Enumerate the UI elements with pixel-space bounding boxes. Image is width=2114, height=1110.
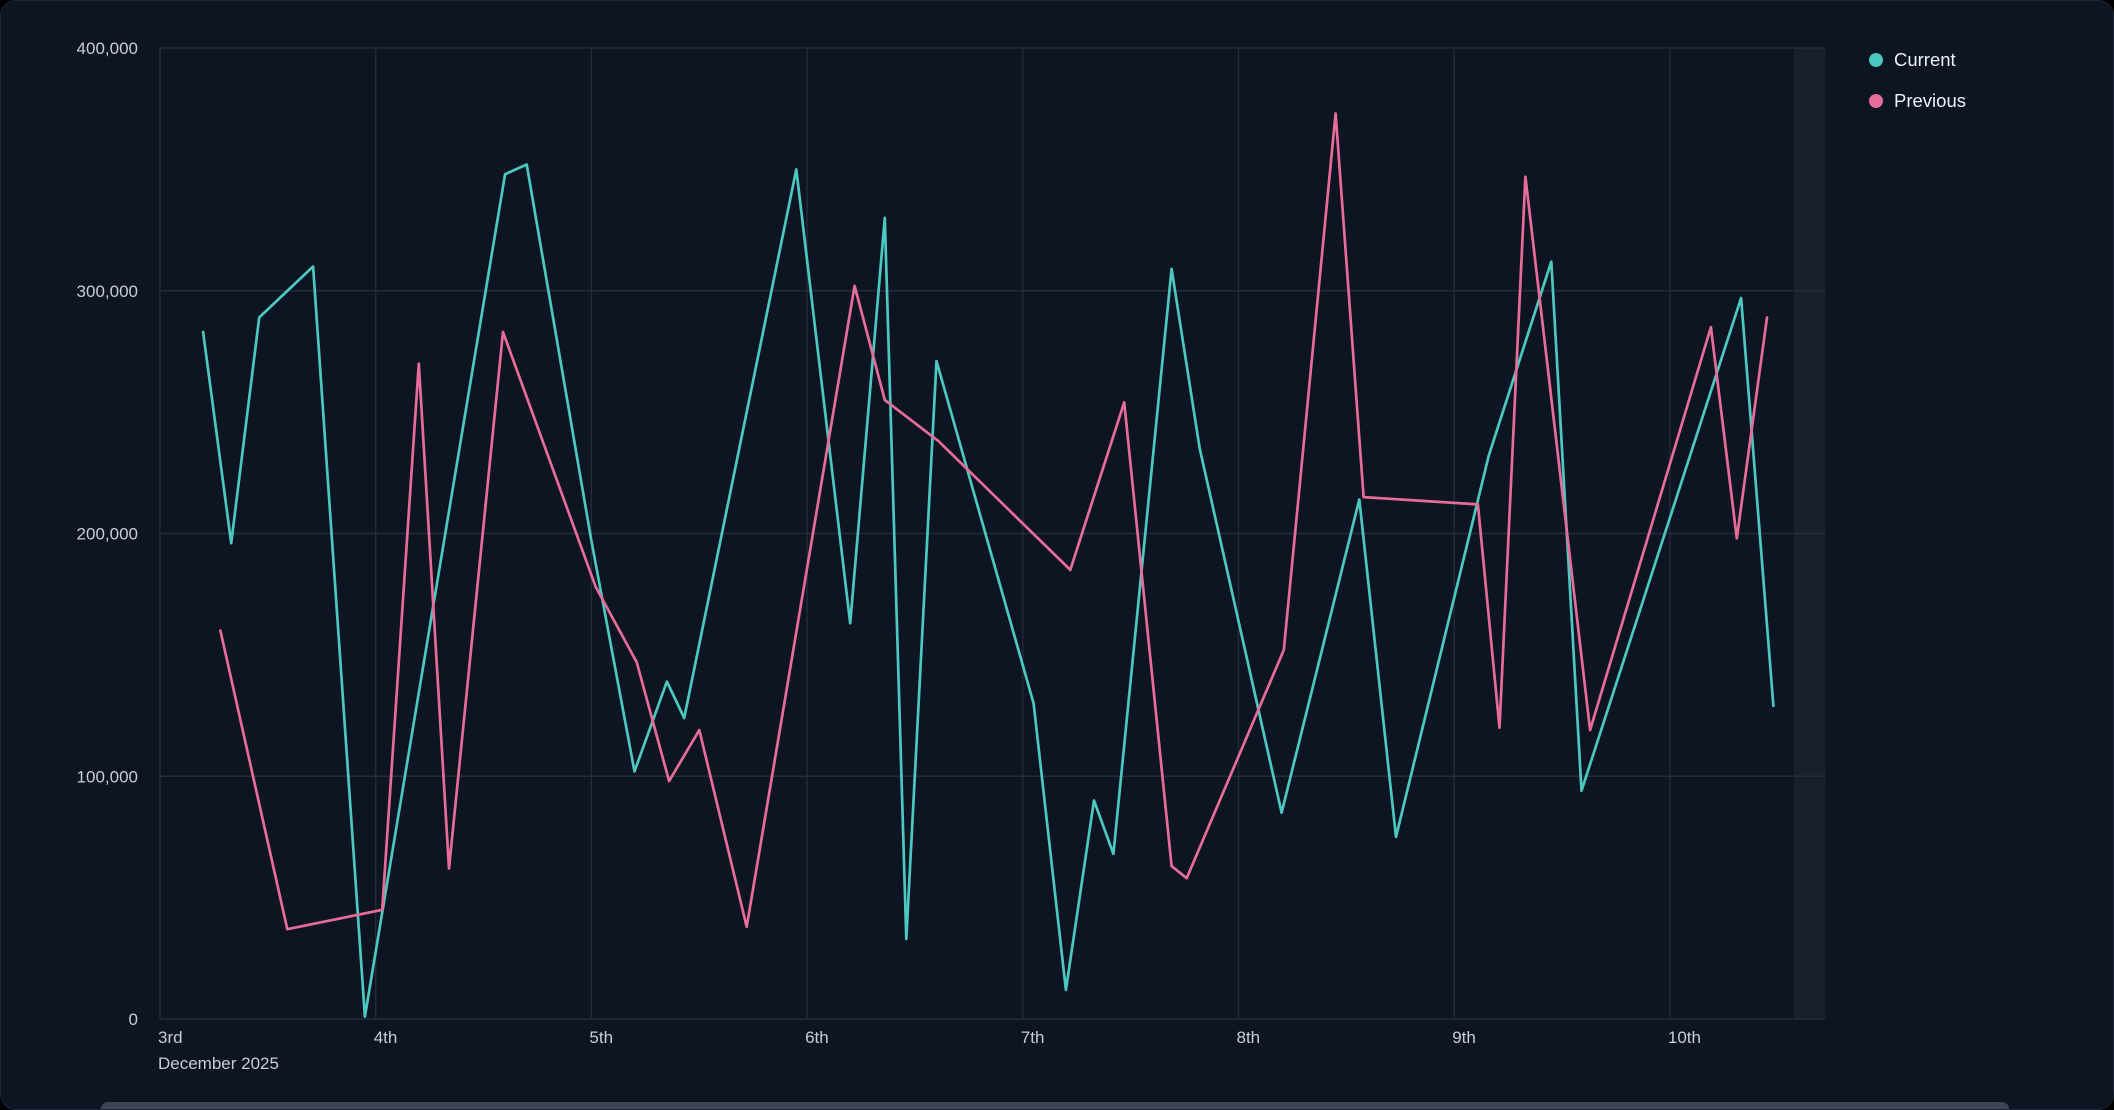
x-tick-label: 7th — [1021, 1028, 1045, 1047]
legend-dot-icon — [1869, 53, 1883, 68]
y-tick-label: 200,000 — [77, 525, 138, 544]
x-tick-label: 4th — [374, 1028, 398, 1047]
x-axis-context-label: December 2025 — [158, 1054, 279, 1073]
legend-label: Current — [1894, 49, 1956, 70]
series-line-previous — [219, 112, 1769, 931]
x-tick-label: 8th — [1237, 1028, 1261, 1047]
y-tick-label: 300,000 — [77, 282, 138, 301]
next-panel-top-edge — [101, 1102, 2009, 1109]
y-tick-label: 0 — [129, 1010, 138, 1029]
legend: Current Previous — [1869, 49, 1966, 111]
series-line-current — [201, 163, 1775, 1018]
legend-item-previous[interactable]: Previous — [1869, 89, 1966, 111]
legend-label: Previous — [1894, 89, 1966, 111]
legend-dot-icon — [1869, 93, 1883, 108]
x-tick-label: 6th — [805, 1028, 829, 1047]
x-tick-label: 9th — [1452, 1028, 1476, 1047]
y-tick-label: 400,000 — [77, 39, 138, 58]
x-tick-label: 5th — [589, 1028, 613, 1047]
x-tick-label: 3rd — [158, 1028, 183, 1047]
legend-item-current[interactable]: Current — [1869, 49, 1966, 70]
x-tick-label: 10th — [1668, 1028, 1701, 1047]
y-tick-label: 100,000 — [77, 767, 138, 786]
